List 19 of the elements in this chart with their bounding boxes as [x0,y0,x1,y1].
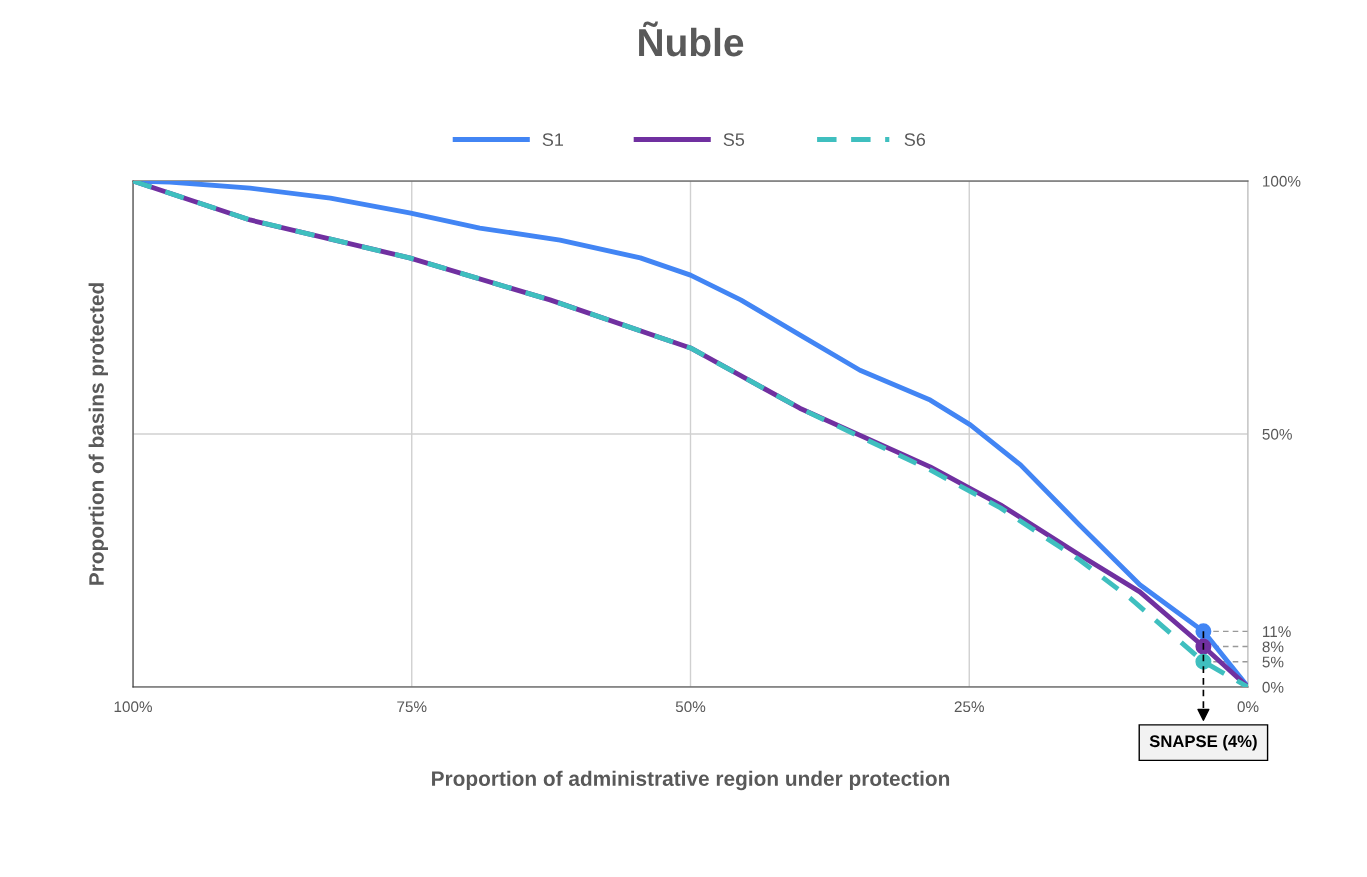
chart-title: Ñuble [639,21,744,57]
y-tick-label: 11% [1263,626,1291,637]
x-axis-title: Proportion of administrative region under protection [432,770,950,791]
x-tick-label: 75% [397,701,427,713]
legend-label: S6 [904,133,926,146]
x-tick-label: 50% [675,701,706,713]
y-tick-label: 8% [1262,641,1284,653]
x-tick-label: 25% [954,701,984,713]
y-tick-label: 0% [1262,681,1284,693]
x-tick-label: 0% [1237,701,1259,713]
y-tick-label: 5% [1262,656,1284,668]
y-tick-label: 100% [1263,175,1301,187]
y-tick-label: 50% [1262,428,1292,440]
legend-label: S5 [723,133,745,146]
y-axis-title: Proportion of basins protected [88,283,108,585]
legend-label: S1 [542,133,564,146]
x-tick-label: 100% [114,701,152,713]
ref-line-label: SNAPSE (4%) [1149,734,1257,751]
line-series [133,181,1248,687]
